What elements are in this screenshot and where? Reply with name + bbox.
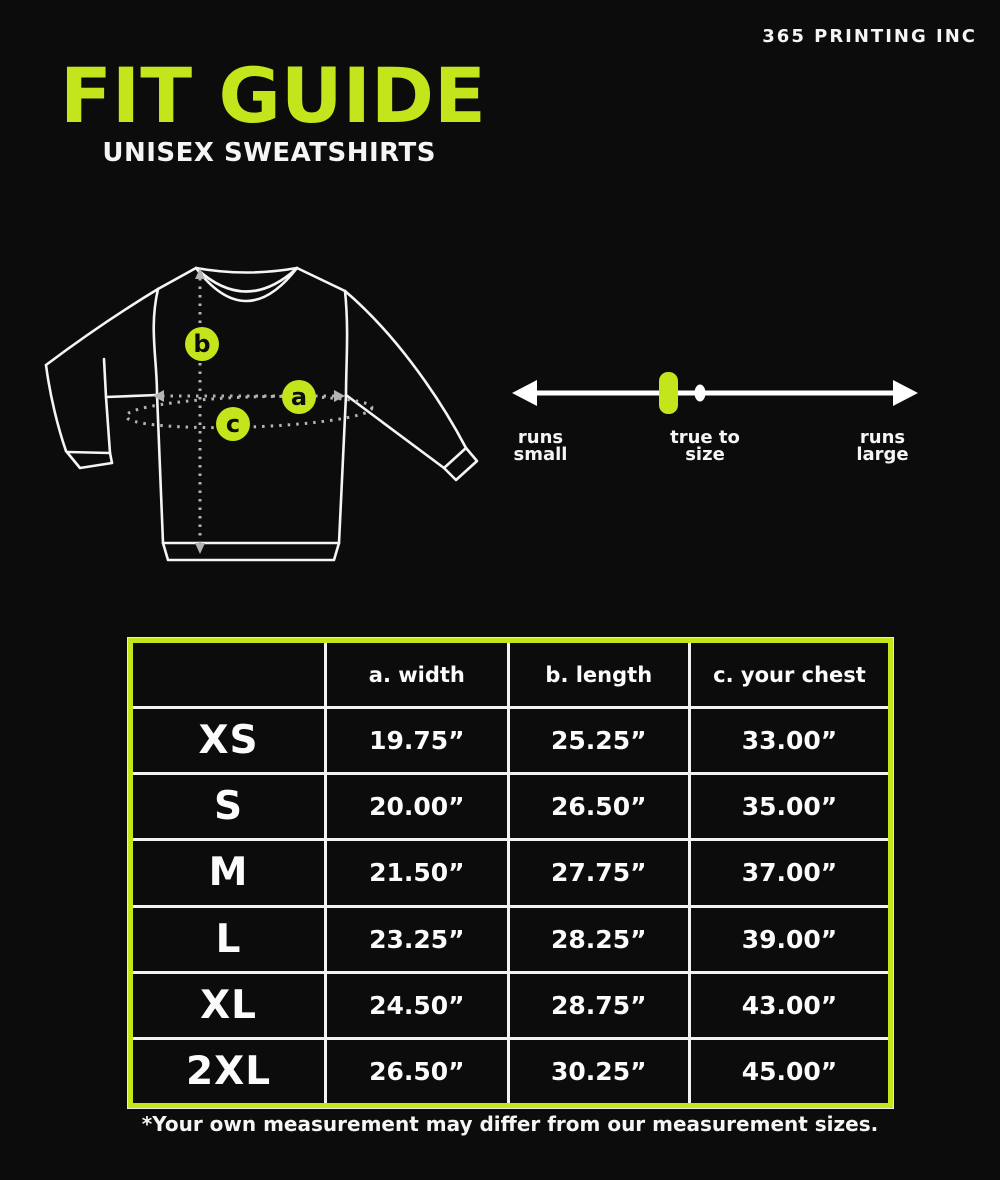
measurement-value: 37.00” bbox=[691, 841, 888, 905]
measurement-disclaimer: *Your own measurement may differ from ou… bbox=[141, 1112, 879, 1136]
size-label: 2XL bbox=[133, 1039, 325, 1103]
measurement-value: 33.00” bbox=[691, 709, 888, 773]
fit-scale-marker bbox=[659, 372, 678, 414]
measurement-value: 30.25” bbox=[509, 1039, 689, 1103]
sweatshirt-diagram bbox=[44, 266, 918, 562]
measurement-value: 23.25” bbox=[327, 907, 507, 971]
measure-point-b: b bbox=[185, 327, 219, 361]
scale-label-runs-small: runs small bbox=[513, 427, 568, 465]
measurement-value: 21.50” bbox=[327, 841, 507, 905]
table-header-size bbox=[133, 643, 325, 707]
measure-point-c-label: c bbox=[225, 410, 241, 438]
size-label: L bbox=[133, 907, 325, 971]
measurement-value: 35.00” bbox=[691, 775, 888, 839]
measure-point-c: c bbox=[216, 407, 250, 441]
size-label: XS bbox=[133, 709, 325, 773]
size-label: S bbox=[133, 775, 325, 839]
sweatshirt-outline bbox=[44, 266, 479, 562]
size-label: XL bbox=[133, 973, 325, 1037]
fit-scale-graphic bbox=[512, 372, 918, 414]
measurement-value: 43.00” bbox=[691, 973, 888, 1037]
measurement-value: 27.75” bbox=[509, 841, 689, 905]
scale-label-runs-large: runs large bbox=[856, 427, 909, 465]
measurement-value: 20.00” bbox=[327, 775, 507, 839]
measurement-value: 45.00” bbox=[691, 1039, 888, 1103]
table-header-width: a. width bbox=[327, 643, 507, 707]
table-header-chest: c. your chest bbox=[691, 643, 888, 707]
fit-scale-dot bbox=[694, 384, 706, 402]
size-table: a. width b. length c. your chest XS 19.75… bbox=[127, 637, 894, 1109]
measurement-value: 28.75” bbox=[509, 973, 689, 1037]
scale-label-true-to-size: true to size bbox=[670, 427, 740, 465]
page-title: FIT GUIDE bbox=[60, 51, 486, 140]
measure-point-b-label: b bbox=[193, 330, 211, 358]
size-label: M bbox=[133, 841, 325, 905]
table-header-length: b. length bbox=[509, 643, 689, 707]
measurement-value: 26.50” bbox=[327, 1039, 507, 1103]
measurement-value: 19.75” bbox=[327, 709, 507, 773]
page-subtitle: UNISEX SWEATSHIRTS bbox=[102, 138, 436, 168]
measure-point-a: a bbox=[282, 380, 316, 414]
measurement-value: 25.25” bbox=[509, 709, 689, 773]
title-block: FIT GUIDE UNISEX SWEATSHIRTS bbox=[60, 51, 486, 169]
measure-point-a-label: a bbox=[290, 383, 308, 411]
measurement-value: 26.50” bbox=[509, 775, 689, 839]
measurement-value: 28.25” bbox=[509, 907, 689, 971]
brand-name: 365 PRINTING INC bbox=[762, 26, 977, 47]
measurement-value: 24.50” bbox=[327, 973, 507, 1037]
measurement-value: 39.00” bbox=[691, 907, 888, 971]
chest-measure-ellipse bbox=[124, 394, 374, 430]
